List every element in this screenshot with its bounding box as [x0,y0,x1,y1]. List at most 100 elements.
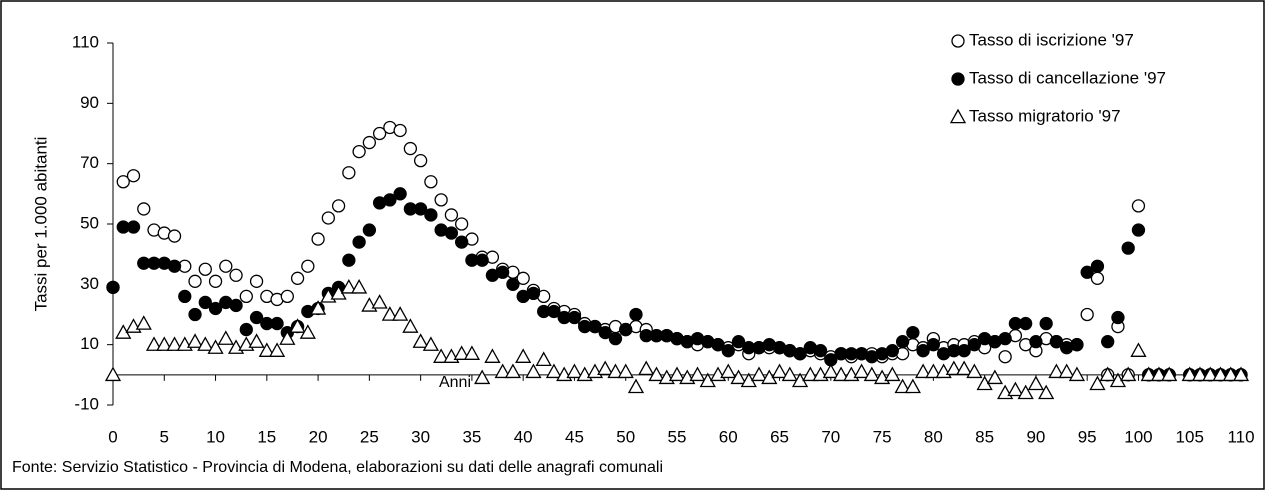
filled-circle-marker [926,338,941,352]
open-circle-marker [321,211,335,225]
x-tick-label: 110 [1227,427,1254,446]
legend-label: Tasso migratorio '97 [969,106,1121,125]
filled-circle-marker [895,334,910,349]
filled-circle-marker [567,310,582,325]
x-tick-label: 90 [1026,427,1045,446]
triangle-marker [371,294,388,309]
filled-circle-marker [916,344,930,358]
triangle-marker [135,315,152,330]
filled-circle-marker [619,322,633,337]
triangle-marker [648,366,665,382]
open-circle-marker [1080,307,1094,322]
x-tick-label: 30 [411,427,430,446]
open-circle-marker [208,274,223,288]
filled-circle-marker [383,193,397,207]
triangle-marker [1130,342,1147,357]
triangle-marker [197,336,214,351]
triangle-marker [1007,381,1024,397]
filled-circle-marker [885,344,899,358]
triangle-marker [351,279,368,294]
filled-circle-marker [1121,241,1135,255]
y-tick-label: 90 [80,93,99,112]
y-tick-label: 50 [80,213,99,232]
x-tick-label: 0 [108,427,117,446]
y-tick-label: -10 [74,394,99,413]
triangle-marker [863,366,880,382]
triangle-marker [145,336,163,351]
triangle-marker [289,318,306,333]
triangle-marker [207,339,224,354]
filled-circle-marker [178,289,192,304]
filled-circle-marker [342,253,356,267]
x-tick-label: 70 [821,427,840,446]
triangle-marker [1232,366,1250,382]
triangle-marker [422,336,439,351]
filled-circle-marker [1090,259,1105,273]
triangle-marker [474,369,491,385]
filled-circle-marker [813,344,828,358]
filled-circle-marker [1101,334,1115,349]
filled-circle-marker [126,220,141,234]
filled-circle-marker [198,295,212,310]
triangle-marker [186,333,204,348]
triangle-marker [258,342,275,357]
triangle-marker [217,330,234,345]
filled-circle-marker [362,223,377,237]
triangle-marker [525,363,542,379]
triangle-marker [689,366,706,382]
triangle-marker [309,300,327,315]
open-circle-marker [290,271,305,285]
triangle-marker [1202,366,1219,382]
open-circle-marker [352,144,366,159]
triangle-marker [1161,366,1178,382]
open-circle-marker [280,289,294,304]
triangle-marker [1191,366,1209,382]
triangle-marker [720,363,737,379]
open-circle-marker [434,193,448,207]
x-axis-label: Anni [439,374,471,391]
open-circle-marker [116,175,130,189]
filled-circle-marker [106,280,120,295]
filled-circle-marker [957,344,971,358]
triangle-marker [802,366,819,382]
open-circle-marker [331,199,346,213]
triangle-marker [915,363,932,379]
filled-circle-marker [239,322,253,337]
x-tick-label: 95 [1078,427,1097,446]
triangle-marker [463,345,481,360]
filled-circle-marker [506,277,520,291]
open-circle-marker [126,169,141,183]
x-tick-label: 80 [924,427,943,446]
open-circle-marker [167,229,182,243]
triangle-marker [822,363,839,379]
triangle-marker [433,348,450,363]
x-tick-label: 60 [719,427,738,446]
triangle-marker [884,366,901,382]
triangle-marker [1222,366,1239,382]
triangle-marker [1089,375,1106,391]
triangle-marker [894,378,911,394]
filled-circle-marker [967,338,982,352]
x-tick-label: 5 [160,427,169,446]
triangle-marker [535,351,552,367]
open-circle-marker [239,289,253,304]
triangle-marker [832,366,850,382]
triangle-marker [730,369,747,385]
open-circle-marker [516,271,530,285]
filled-circle-marker [1049,334,1064,349]
triangle-marker [104,366,122,382]
triangle-marker [781,366,798,382]
triangle-marker [402,318,419,333]
triangle-marker [1017,384,1034,400]
open-circle-marker [413,153,428,168]
source-note: Fonte: Servizio Statistico - Provincia d… [12,459,663,476]
triangle-marker [750,366,768,382]
x-tick-label: 50 [616,427,635,446]
filled-circle-marker [249,310,264,325]
x-tick-label: 10 [206,427,225,446]
open-circle-marker [444,208,459,222]
x-tick-label: 15 [257,427,276,446]
triangle-marker [966,363,983,379]
triangle-marker [1027,375,1045,391]
open-circle-marker [249,274,264,288]
